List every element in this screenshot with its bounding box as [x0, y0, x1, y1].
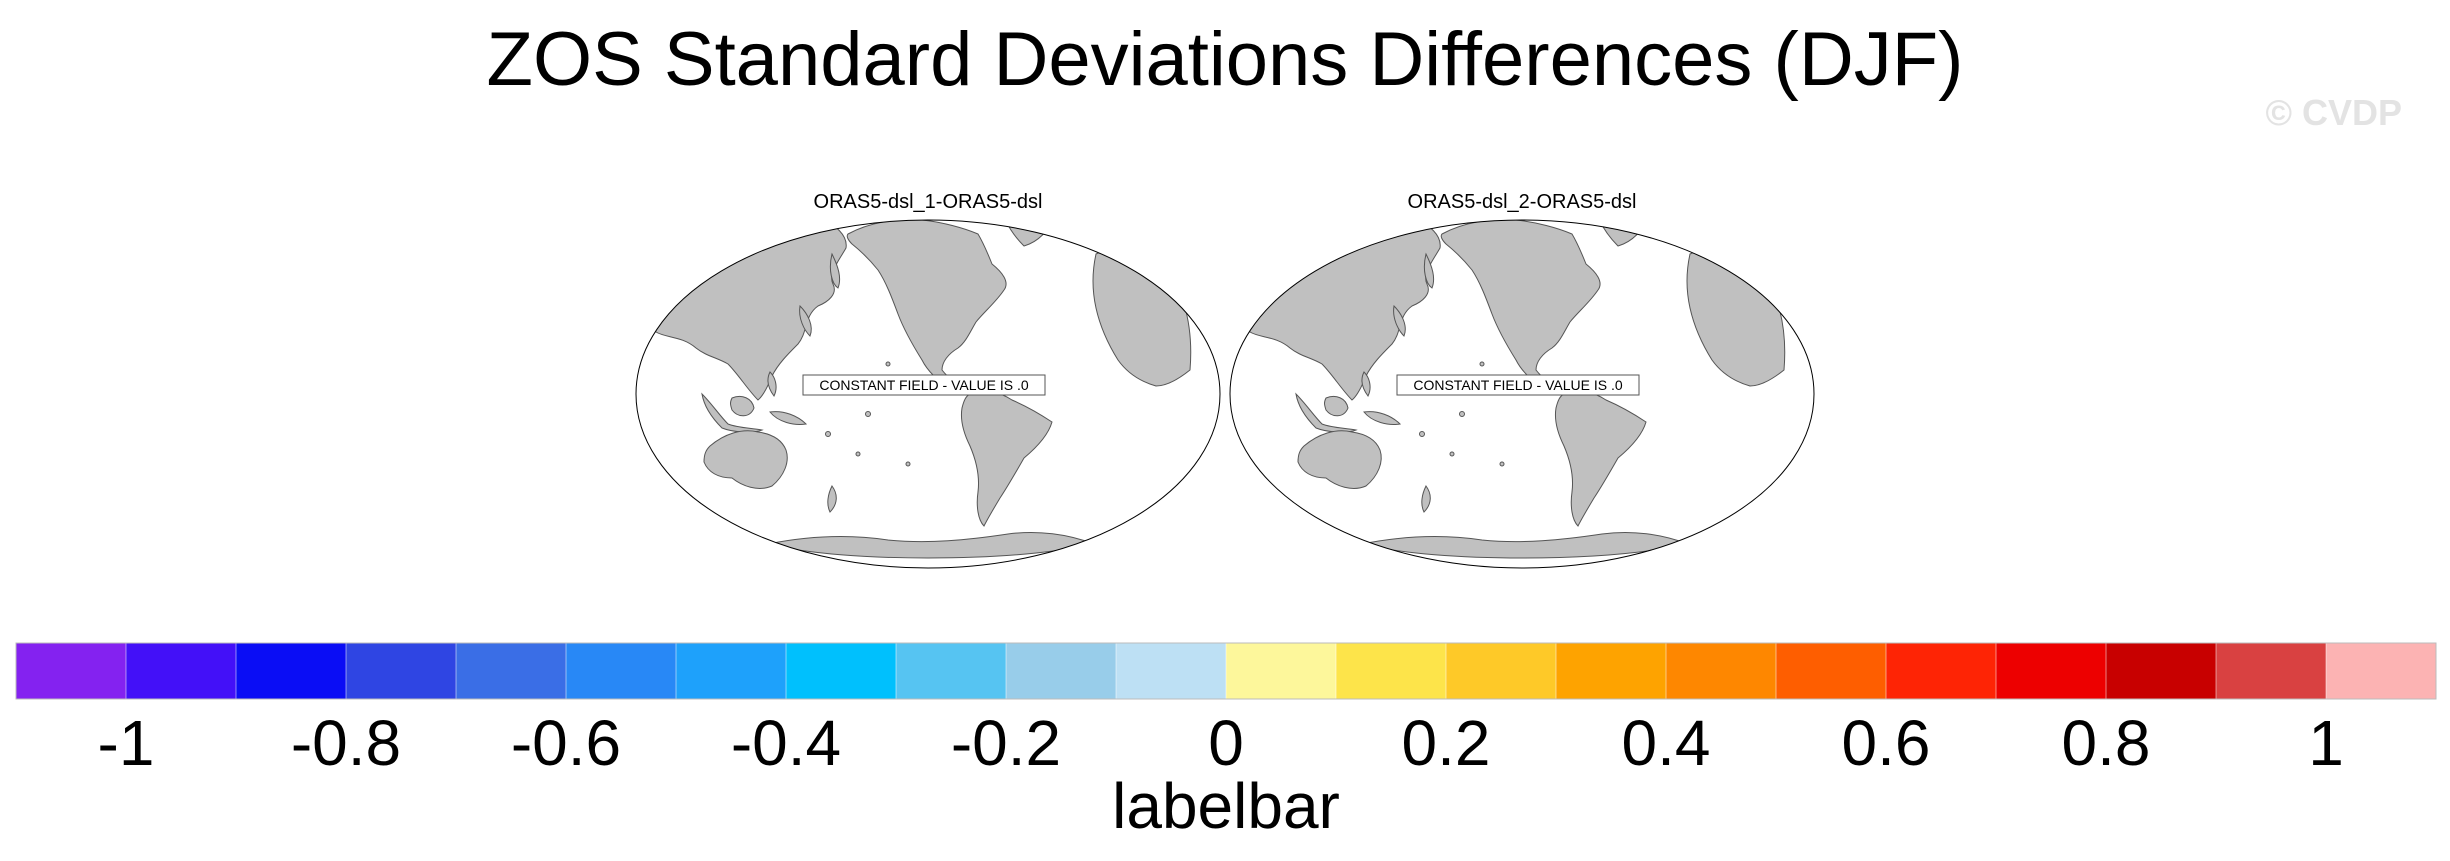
colorbar-tick-label: -0.8 — [291, 707, 401, 779]
colorbar-tick-label: -0.6 — [511, 707, 621, 779]
constant-field-message: CONSTANT FIELD - VALUE IS .0 — [1413, 377, 1622, 393]
colorbar-frame — [15, 642, 2437, 700]
colorbar-segment — [676, 643, 787, 699]
colorbar-segment — [16, 643, 127, 699]
colorbar-segment — [456, 643, 567, 699]
constant-field-message: CONSTANT FIELD - VALUE IS .0 — [819, 377, 1028, 393]
colorbar-segment — [1226, 643, 1337, 699]
colorbar-tick-label: 0.2 — [1402, 707, 1491, 779]
colorbar-segment — [1886, 643, 1997, 699]
colorbar-segment — [1336, 643, 1447, 699]
colorbar-tick-label: 0.6 — [1842, 707, 1931, 779]
colorbar-segment — [126, 643, 237, 699]
figure-title: ZOS Standard Deviations Differences (DJF… — [486, 17, 1964, 102]
map-panel-title: ORAS5-dsl_2-ORAS5-dsl — [1408, 191, 1637, 213]
colorbar-segment — [566, 643, 677, 699]
constant-field-box — [802, 374, 1046, 396]
colorbar-tick-label: 0.4 — [1622, 707, 1711, 779]
colorbar-tick-label: -0.4 — [731, 707, 841, 779]
colorbar-tick-label: 0.8 — [2062, 707, 2151, 779]
colorbar-tick-label: 1 — [2308, 707, 2344, 779]
map-panel-2: ORAS5-dsl_2-ORAS5-dsl CONSTANT FIELD - VA… — [1229, 191, 1815, 569]
map-panel-1: ORAS5-dsl_1-ORAS5-dsl CONSTANT FIELD - VA… — [635, 191, 1221, 569]
colorbar-segment — [2216, 643, 2327, 699]
map-border — [1229, 219, 1815, 569]
colorbar-segment — [1006, 643, 1117, 699]
cvdp-watermark: © CVDP — [2265, 92, 2402, 133]
colorbar-segment — [346, 643, 457, 699]
colorbar-segment — [1446, 643, 1557, 699]
colorbar-tick-label: -1 — [98, 707, 155, 779]
constant-field-box — [1396, 374, 1640, 396]
colorbar-title: labelbar — [1112, 770, 1340, 842]
colorbar-segment — [1116, 643, 1227, 699]
colorbar-segment — [896, 643, 1007, 699]
colorbar-segment — [236, 643, 347, 699]
colorbar-segment — [1996, 643, 2107, 699]
colorbar-segment — [1556, 643, 1667, 699]
map-border — [635, 219, 1221, 569]
map-panel-title: ORAS5-dsl_1-ORAS5-dsl — [814, 191, 1043, 213]
colorbar-segment — [1776, 643, 1887, 699]
colorbar-tick-label: -0.2 — [951, 707, 1061, 779]
colorbar-segment — [2106, 643, 2217, 699]
colorbar-segment — [2326, 643, 2437, 699]
colorbar-segment — [1666, 643, 1777, 699]
colorbar-tick-label: 0 — [1208, 707, 1244, 779]
colorbar-segment — [786, 643, 897, 699]
